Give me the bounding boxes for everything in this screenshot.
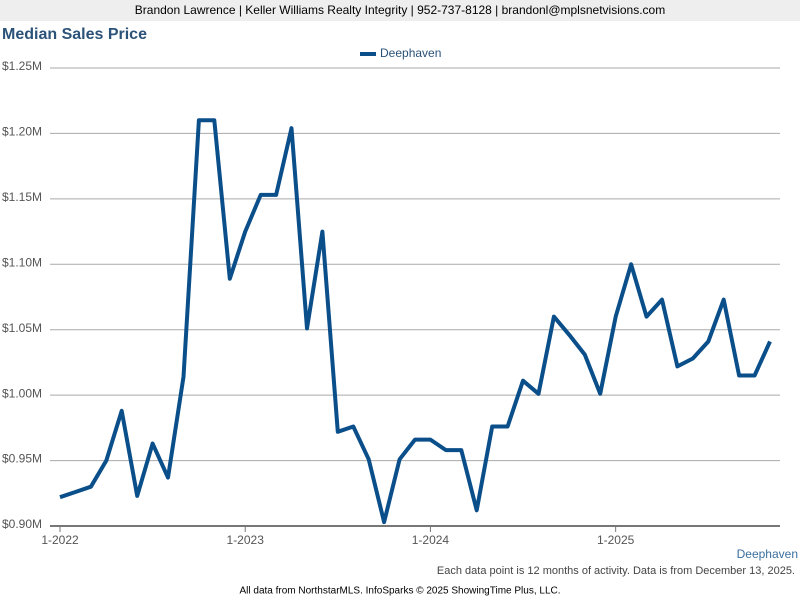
source: All data from NorthstarMLS. InfoSparks ©… bbox=[239, 586, 560, 597]
note: Each data point is 12 months of activity… bbox=[437, 565, 795, 577]
series-line bbox=[59, 118, 772, 525]
x-tick-label: 1-2024 bbox=[412, 533, 450, 547]
y-tick-label: $1.15M bbox=[2, 190, 42, 204]
y-tick-label: $0.95M bbox=[2, 452, 42, 466]
y-tick-label: $1.00M bbox=[2, 386, 42, 400]
y-tick-label: $1.10M bbox=[2, 255, 42, 269]
y-tick-label: $1.20M bbox=[2, 125, 42, 139]
series-label: Deephaven bbox=[737, 547, 798, 561]
legend-label: Deephaven bbox=[380, 46, 441, 60]
y-tick-label: $1.05M bbox=[2, 321, 42, 335]
x-tick-label: 1-2022 bbox=[41, 533, 79, 547]
chart-title: Median Sales Price bbox=[2, 26, 147, 43]
x-tick-label: 1-2025 bbox=[597, 533, 635, 547]
header-bar bbox=[0, 0, 800, 21]
x-tick-label: 1-2023 bbox=[227, 533, 265, 547]
y-tick-label: $0.90M bbox=[2, 517, 42, 531]
header: Brandon Lawrence | Keller Williams Realt… bbox=[135, 3, 665, 17]
y-tick-label: $1.25M bbox=[2, 59, 42, 73]
